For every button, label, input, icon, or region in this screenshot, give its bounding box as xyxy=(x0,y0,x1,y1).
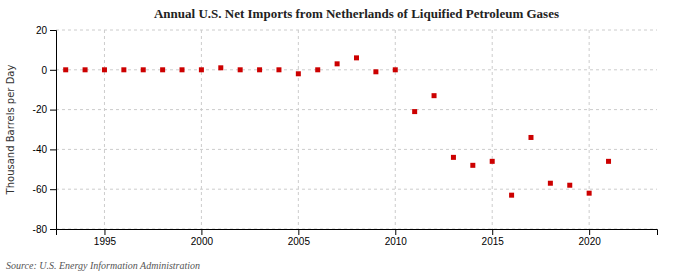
grid xyxy=(56,30,657,229)
tick-mark xyxy=(50,189,56,190)
point xyxy=(470,163,475,168)
tick: 2000 xyxy=(191,229,214,247)
point xyxy=(218,65,223,70)
point xyxy=(141,67,146,72)
axis-line xyxy=(57,230,658,236)
point xyxy=(63,67,68,72)
tick-mark xyxy=(201,229,202,235)
tick-mark xyxy=(298,229,299,235)
tick: 2010 xyxy=(385,229,408,247)
tick: -20 xyxy=(33,104,56,115)
tick-label: 2000 xyxy=(191,236,214,247)
grid-line xyxy=(56,30,657,31)
point xyxy=(238,67,243,72)
tick-mark xyxy=(50,110,56,111)
point xyxy=(432,93,437,98)
grid-line xyxy=(56,69,657,70)
grid-line xyxy=(589,30,590,229)
point xyxy=(412,109,417,114)
tick-mark xyxy=(50,229,56,230)
point xyxy=(276,67,281,72)
point xyxy=(548,181,553,186)
tick: 20 xyxy=(36,25,56,36)
point xyxy=(354,55,359,60)
point xyxy=(257,67,262,72)
point xyxy=(102,67,107,72)
point xyxy=(393,67,398,72)
point xyxy=(180,67,185,72)
point xyxy=(315,67,320,72)
grid-line xyxy=(201,30,202,229)
tick-label: 1995 xyxy=(94,236,117,247)
grid-line xyxy=(298,30,299,229)
tick-mark xyxy=(50,30,56,31)
annotation: Source: U.S. Energy Information Administ… xyxy=(6,260,200,271)
point xyxy=(567,183,572,188)
point xyxy=(296,71,301,76)
grid-line xyxy=(56,109,657,110)
tick-mark xyxy=(589,229,590,235)
point xyxy=(83,67,88,72)
chart: 1995 2000 2005 2010 2015 2020 -80 -60 -40 -20 0 20 A… xyxy=(0,0,675,275)
point xyxy=(373,69,378,74)
grid-line xyxy=(56,149,657,150)
tick: 0 xyxy=(41,65,56,76)
tick: 1995 xyxy=(94,229,117,247)
tick-label: 2010 xyxy=(385,236,408,247)
y-axis: -80 -60 -40 -20 0 20 xyxy=(33,25,57,235)
point xyxy=(160,67,165,72)
point xyxy=(606,159,611,164)
tick: 2015 xyxy=(482,229,505,247)
y-axis-label: Thousand Barrels per Day xyxy=(5,65,16,196)
tick-label: 2005 xyxy=(288,236,311,247)
tick: -40 xyxy=(33,144,56,155)
point xyxy=(335,61,340,66)
point xyxy=(199,67,204,72)
tick-label: 0 xyxy=(41,65,47,76)
points xyxy=(63,55,611,197)
tick: -60 xyxy=(33,184,56,195)
title: Annual U.S. Net Imports from Netherlands… xyxy=(154,6,559,21)
tick-label: 2020 xyxy=(579,236,602,247)
point xyxy=(490,159,495,164)
tick-label: -80 xyxy=(33,224,48,235)
point xyxy=(451,155,456,160)
tick-mark xyxy=(50,149,56,150)
tick: 2005 xyxy=(288,229,311,247)
point xyxy=(528,135,533,140)
tick-label: 20 xyxy=(36,25,48,36)
tick-mark xyxy=(50,70,56,71)
point xyxy=(587,191,592,196)
tick-label: -20 xyxy=(33,104,48,115)
grid-line xyxy=(104,30,105,229)
tick-mark xyxy=(492,229,493,235)
grid-line xyxy=(395,30,396,229)
tick: -80 xyxy=(33,224,56,235)
axis-line xyxy=(50,31,57,230)
tick: 2020 xyxy=(579,229,602,247)
grid-line xyxy=(56,189,657,190)
point xyxy=(121,67,126,72)
tick-label: -60 xyxy=(33,184,48,195)
tick-mark xyxy=(395,229,396,235)
point xyxy=(509,193,514,198)
x-axis: 1995 2000 2005 2010 2015 2020 xyxy=(57,229,658,247)
plot-area: 1995 2000 2005 2010 2015 2020 -80 -60 -40 -20 0 20 xyxy=(33,25,658,247)
tick-mark xyxy=(104,229,105,235)
tick-label: -40 xyxy=(33,144,48,155)
tick-label: 2015 xyxy=(482,236,505,247)
grid-line xyxy=(492,30,493,229)
